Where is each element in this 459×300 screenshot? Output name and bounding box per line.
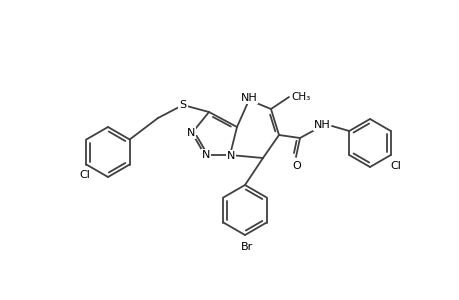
Text: N: N <box>186 128 195 138</box>
Text: O: O <box>292 161 301 171</box>
Text: S: S <box>179 100 186 110</box>
Text: NH: NH <box>240 93 257 103</box>
Text: NH: NH <box>313 120 330 130</box>
Text: Br: Br <box>241 242 252 252</box>
Text: N: N <box>202 150 210 160</box>
Text: CH₃: CH₃ <box>291 92 309 102</box>
Text: Cl: Cl <box>79 169 90 179</box>
Text: Cl: Cl <box>390 161 400 171</box>
Text: N: N <box>226 151 235 161</box>
